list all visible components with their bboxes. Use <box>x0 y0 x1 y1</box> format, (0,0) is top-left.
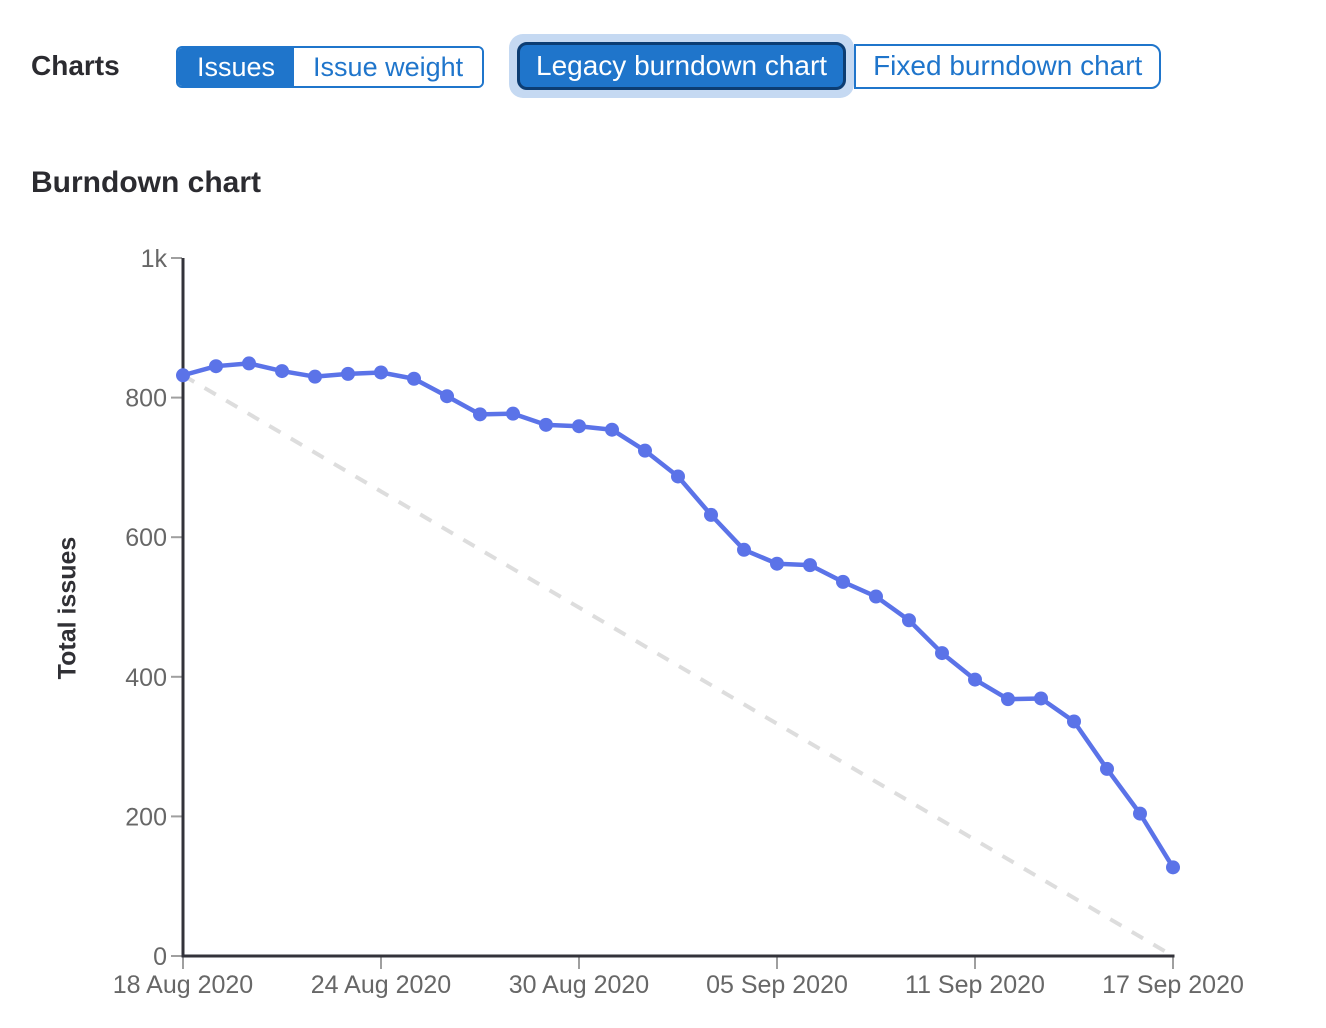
data-point[interactable] <box>968 672 982 687</box>
y-tick-label: 0 <box>153 943 167 971</box>
data-point[interactable] <box>539 417 553 432</box>
data-point[interactable] <box>671 469 685 484</box>
data-point[interactable] <box>1067 714 1081 729</box>
data-point[interactable] <box>275 364 289 379</box>
ideal-guideline <box>181 373 1175 958</box>
data-point[interactable] <box>803 558 817 573</box>
data-point[interactable] <box>1034 691 1048 706</box>
data-point[interactable] <box>440 389 454 404</box>
x-tick-label: 24 Aug 2020 <box>311 971 451 999</box>
y-tick-label: 200 <box>125 803 167 831</box>
data-point[interactable] <box>473 407 487 422</box>
data-point[interactable] <box>605 422 619 437</box>
data-point[interactable] <box>176 368 190 383</box>
data-point[interactable] <box>341 366 355 381</box>
y-tick-label: 400 <box>125 664 167 692</box>
x-tick-label: 17 Sep 2020 <box>1102 971 1244 999</box>
data-point[interactable] <box>407 371 421 386</box>
y-tick-label: 600 <box>125 524 167 552</box>
x-tick-label: 11 Sep 2020 <box>905 971 1045 999</box>
data-point[interactable] <box>374 365 388 380</box>
data-point[interactable] <box>1100 761 1114 776</box>
data-point[interactable] <box>737 542 751 557</box>
x-tick-label: 18 Aug 2020 <box>113 971 253 999</box>
data-point[interactable] <box>770 556 784 571</box>
data-point[interactable] <box>209 359 223 374</box>
series-line <box>180 361 1176 870</box>
data-point[interactable] <box>1166 860 1180 875</box>
y-tick-label: 1k <box>141 245 168 273</box>
issues-toggle-button[interactable]: Issues <box>178 48 295 86</box>
data-point[interactable] <box>242 356 256 371</box>
x-tick-label: 05 Sep 2020 <box>706 971 848 999</box>
data-point[interactable] <box>869 589 883 604</box>
data-point[interactable] <box>1001 692 1015 707</box>
data-point[interactable] <box>572 419 586 434</box>
data-point[interactable] <box>902 613 916 628</box>
issue-type-toggle-group: Issues Issue weight <box>176 46 485 88</box>
charts-label: Charts <box>31 50 120 81</box>
legacy-burndown-chart-button[interactable]: Legacy burndown chart <box>517 42 847 90</box>
data-point[interactable] <box>638 443 652 458</box>
data-point[interactable] <box>1133 806 1147 821</box>
focus-ring: Legacy burndown chart <box>509 34 855 98</box>
data-point[interactable] <box>506 406 520 421</box>
data-point[interactable] <box>935 646 949 661</box>
x-tick-label: 30 Aug 2020 <box>509 971 649 999</box>
data-point[interactable] <box>704 507 718 522</box>
fixed-burndown-chart-button[interactable]: Fixed burndown chart <box>854 43 1162 89</box>
issue-weight-toggle-button[interactable]: Issue weight <box>294 48 483 86</box>
y-tick-label: 800 <box>125 385 167 413</box>
data-point[interactable] <box>836 574 850 589</box>
page-title: Burndown chart <box>31 166 261 199</box>
data-point[interactable] <box>308 369 322 384</box>
chart-type-toggle-group: Legacy burndown chart Fixed burndown cha… <box>509 34 1162 98</box>
